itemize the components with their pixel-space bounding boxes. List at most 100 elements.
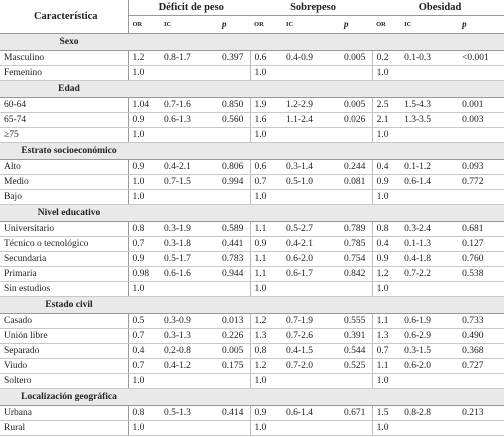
cell: 0.013 — [218, 313, 251, 329]
section-row: Estado civil — [0, 296, 504, 314]
data-row: Unión libre 0.7 0.3-1.3 0.226 1.3 0.7-2.6 0.39… — [0, 328, 504, 344]
cell: 0.1-1.3 — [400, 236, 459, 252]
cell: 1.0 — [128, 174, 160, 190]
cell: 0.213 — [458, 405, 504, 421]
empty-cell — [458, 373, 504, 389]
cell: 0.9 — [371, 174, 401, 190]
empty-cell — [400, 127, 459, 143]
cell: 0.4 — [371, 159, 401, 175]
subheader: OR — [250, 15, 283, 34]
data-row: Universitario 0.8 0.3-1.9 0.589 1.1 0.5-2.7 0.… — [0, 221, 504, 237]
cell: 1.2 — [371, 266, 401, 282]
row-label: Medio — [0, 174, 129, 190]
cell: 1.2 — [128, 50, 160, 66]
cell: 0.681 — [458, 221, 504, 237]
empty-cell — [340, 65, 373, 81]
cell: 1.0 — [249, 65, 283, 81]
cell: 1.1 — [249, 251, 283, 267]
cell: 1.0 — [128, 65, 160, 81]
cell: 0.994 — [218, 174, 251, 190]
row-label: Sin estudios — [0, 281, 129, 297]
cell: 0.3-1.8 — [160, 236, 218, 252]
empty-cell — [340, 189, 373, 205]
empty-cell — [458, 127, 504, 143]
subheader-row: OR IC p OR IC p OR IC p — [0, 15, 504, 34]
row-label: Viudo — [0, 358, 129, 374]
empty-cell — [160, 420, 218, 436]
data-row: 60-64 1.04 0.7-1.6 0.850 1.9 1.2-2.9 0.005 2.5 1… — [0, 97, 504, 113]
cell: 0.1-0.3 — [400, 50, 459, 66]
cell: 1.1-2.4 — [282, 112, 341, 128]
cell: 0.3-1.5 — [400, 343, 459, 359]
empty-cell — [400, 373, 459, 389]
column-header: Característica — [0, 0, 129, 34]
empty-cell — [160, 281, 218, 297]
data-row: Primaria 0.98 0.6-1.6 0.944 1.1 0.6-1.7 0.842 1… — [0, 266, 504, 282]
cell: 0.555 — [340, 313, 373, 329]
cell: 0.6-1.3 — [160, 112, 218, 128]
cell: 1.0 — [371, 281, 401, 297]
cell: 1.0 — [128, 420, 160, 436]
data-row: Viudo 0.7 0.4-1.2 0.175 1.2 0.7-2.0 0.525 1.1 0.… — [0, 358, 504, 374]
cell: 0.98 — [128, 266, 160, 282]
empty-cell — [340, 281, 373, 297]
data-row: Secundaria 0.9 0.5-1.7 0.783 1.1 0.6-2.0 0.754… — [0, 251, 504, 267]
cell: 0.8 — [371, 221, 401, 237]
group-header: Déficit de peso — [128, 0, 251, 16]
cell: 0.5-1.0 — [282, 174, 341, 190]
cell: 1.0 — [371, 189, 401, 205]
section-row: Estrato socioeconómico — [0, 142, 504, 160]
row-label: Alto — [0, 159, 129, 175]
cell: 0.3-1.9 — [160, 221, 218, 237]
cell: 1.0 — [249, 373, 283, 389]
row-label: ≥75 — [0, 127, 129, 143]
section-title: Localización geográfica — [21, 391, 117, 402]
cell: 1.5 — [371, 405, 401, 421]
data-row: Casado 0.5 0.3-0.9 0.013 1.2 0.7-1.9 0.555 1.1 0… — [0, 313, 504, 329]
data-row: Separado 0.4 0.2-0.8 0.005 0.8 0.4-1.5 0.544 0.… — [0, 343, 504, 359]
cell: 0.544 — [340, 343, 373, 359]
cell: 1.0 — [249, 127, 283, 143]
row-label: Técnico o tecnológico — [0, 236, 129, 252]
row-label: Casado — [0, 313, 129, 329]
empty-cell — [458, 65, 504, 81]
cell: 0.3-2.4 — [400, 221, 459, 237]
cell: 0.6-1.9 — [400, 313, 459, 329]
cell: 0.4-1.5 — [282, 343, 341, 359]
data-row: Femenino 1.0 1.0 1.0 — [0, 65, 504, 81]
cell: 0.5-2.7 — [282, 221, 341, 237]
cell: 0.7 — [371, 343, 401, 359]
subheader: IC — [400, 15, 459, 34]
empty-cell — [340, 127, 373, 143]
cell: 1.0 — [128, 373, 160, 389]
cell: 0.093 — [458, 159, 504, 175]
cell: 0.6 — [249, 50, 283, 66]
cell: <0.001 — [458, 50, 504, 66]
cell: 0.397 — [218, 50, 251, 66]
cell: 0.441 — [218, 236, 251, 252]
cell: 0.6-1.4 — [282, 405, 341, 421]
group-header: Sobrepeso — [250, 0, 373, 16]
cell: 0.7 — [128, 236, 160, 252]
cell: 0.9 — [128, 251, 160, 267]
cell: 0.7 — [249, 174, 283, 190]
empty-cell — [282, 189, 341, 205]
section-title: Edad — [58, 83, 80, 94]
cell: 0.842 — [340, 266, 373, 282]
cell: 0.4-2.1 — [160, 159, 218, 175]
empty-cell — [340, 420, 373, 436]
cell: 1.2 — [249, 358, 283, 374]
cell: 1.0 — [249, 189, 283, 205]
cell: 0.127 — [458, 236, 504, 252]
cell: 0.5 — [128, 313, 160, 329]
cell: 0.6-2.9 — [400, 328, 459, 344]
empty-cell — [160, 373, 218, 389]
subheader: OR — [372, 15, 401, 34]
cell: 0.850 — [218, 97, 251, 113]
section-row: Localización geográfica — [0, 388, 504, 406]
cell: 0.6-1.6 — [160, 266, 218, 282]
row-label: Femenino — [0, 65, 129, 81]
data-row: Sin estudios 1.0 1.0 1.0 — [0, 281, 504, 297]
cell: 2.1 — [371, 112, 401, 128]
